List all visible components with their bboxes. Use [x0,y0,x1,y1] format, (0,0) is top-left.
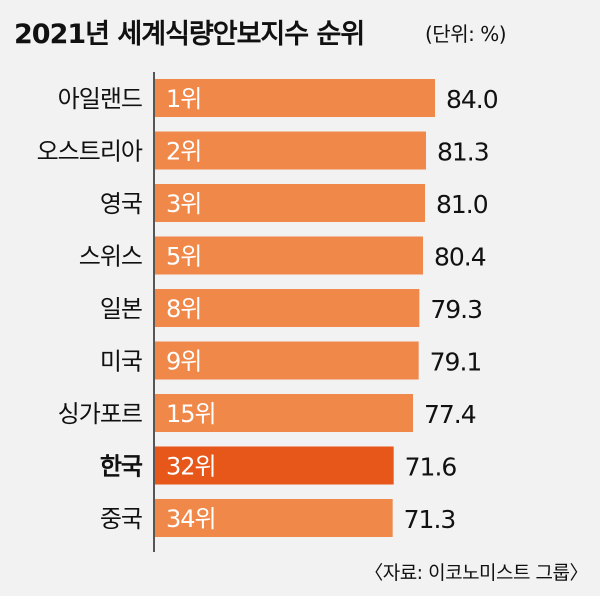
rank-label: 8위 [166,295,201,323]
value-label: 71.6 [405,453,457,482]
value-label: 79.1 [430,348,482,377]
rank-label: 15위 [166,400,216,428]
bar [155,79,435,117]
value-label: 80.4 [434,243,486,272]
value-label: 84.0 [446,85,498,114]
value-label: 79.3 [430,295,482,324]
category-label: 오스트리아 [37,138,143,166]
category-label: 아일랜드 [58,85,142,113]
bar [155,499,393,537]
category-label: 일본 [100,295,142,323]
value-label: 71.3 [404,505,456,534]
rank-label: 5위 [166,243,201,271]
category-label: 영국 [100,190,142,218]
rank-label: 34위 [166,505,216,533]
bar [155,394,413,432]
category-label: 중국 [100,505,142,533]
source-note: 〈자료: 이코노미스트 그룹〉 [364,562,588,584]
rank-label: 1위 [166,85,201,113]
category-label: 싱가포르 [58,400,142,428]
value-label: 77.4 [424,400,476,429]
bar [155,289,420,327]
rank-label: 3위 [166,190,201,218]
bar [155,341,419,380]
value-label: 81.3 [437,138,489,167]
chart-title: 2021년 세계식량안보지수 순위 [14,19,365,50]
bar [155,446,394,485]
category-label: 미국 [100,348,142,376]
rank-label: 2위 [166,138,201,166]
bar [155,184,425,222]
bar [155,236,423,275]
rank-label: 9위 [166,348,201,376]
unit-label: (단위: %) [425,22,507,46]
category-label: 스위스 [79,243,142,271]
value-label: 81.0 [436,190,488,219]
bar [155,131,426,170]
category-label: 한국 [100,453,143,481]
rank-label: 32위 [166,453,216,481]
